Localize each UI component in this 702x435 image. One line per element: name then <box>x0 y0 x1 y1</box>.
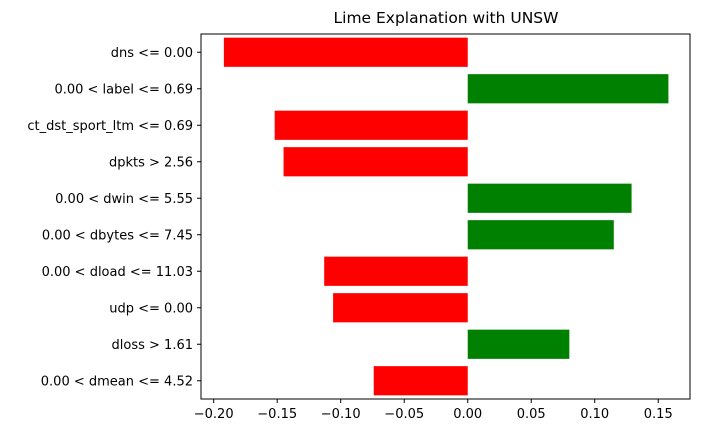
x-tick-label-0: −0.20 <box>194 407 234 422</box>
y-tick-label-4: 0.00 < dwin <= 5.55 <box>55 192 193 207</box>
x-tick-label-2: −0.10 <box>321 407 361 422</box>
y-tick-label-9: 0.00 < dmean <= 4.52 <box>41 374 193 389</box>
x-tick-label-4: 0.00 <box>453 407 482 422</box>
bar-3 <box>283 147 468 177</box>
bar-5 <box>467 220 614 250</box>
bar-1 <box>467 74 669 104</box>
x-tick-label-6: 0.10 <box>580 407 609 422</box>
plot-frame <box>200 33 691 400</box>
y-tick-label-6: 0.00 < dload <= 11.03 <box>42 265 193 280</box>
y-tick-label-3: dpkts > 2.56 <box>109 155 193 170</box>
x-tick-label-3: −0.05 <box>384 407 424 422</box>
x-tick-label-5: 0.05 <box>517 407 546 422</box>
bar-0 <box>223 37 468 67</box>
y-tick-label-7: udp <= 0.00 <box>109 301 193 316</box>
y-tick-label-1: 0.00 < label <= 0.69 <box>54 82 193 97</box>
chart-title: Lime Explanation with UNSW <box>334 9 559 27</box>
bar-7 <box>333 293 468 323</box>
bar-6 <box>324 256 468 286</box>
bar-8 <box>467 329 570 359</box>
y-tick-label-5: 0.00 < dbytes <= 7.45 <box>42 228 193 243</box>
y-tick-label-8: dloss > 1.61 <box>112 338 193 353</box>
y-axis-ticks: dns <= 0.00 0.00 < label <= 0.69 ct_dst_sp… <box>27 46 201 389</box>
bar-4 <box>467 183 632 213</box>
x-axis-ticks: −0.20 −0.15 −0.10 −0.05 0.00 0.05 0.10 0.15 <box>194 399 673 422</box>
bar-9 <box>373 366 468 396</box>
y-tick-label-2: ct_dst_sport_ltm <= 0.69 <box>27 119 193 134</box>
x-tick-label-1: −0.15 <box>257 407 297 422</box>
bar-2 <box>274 110 468 140</box>
bars-layer <box>223 37 669 396</box>
x-tick-label-7: 0.15 <box>644 407 673 422</box>
y-tick-label-0: dns <= 0.00 <box>111 46 193 61</box>
